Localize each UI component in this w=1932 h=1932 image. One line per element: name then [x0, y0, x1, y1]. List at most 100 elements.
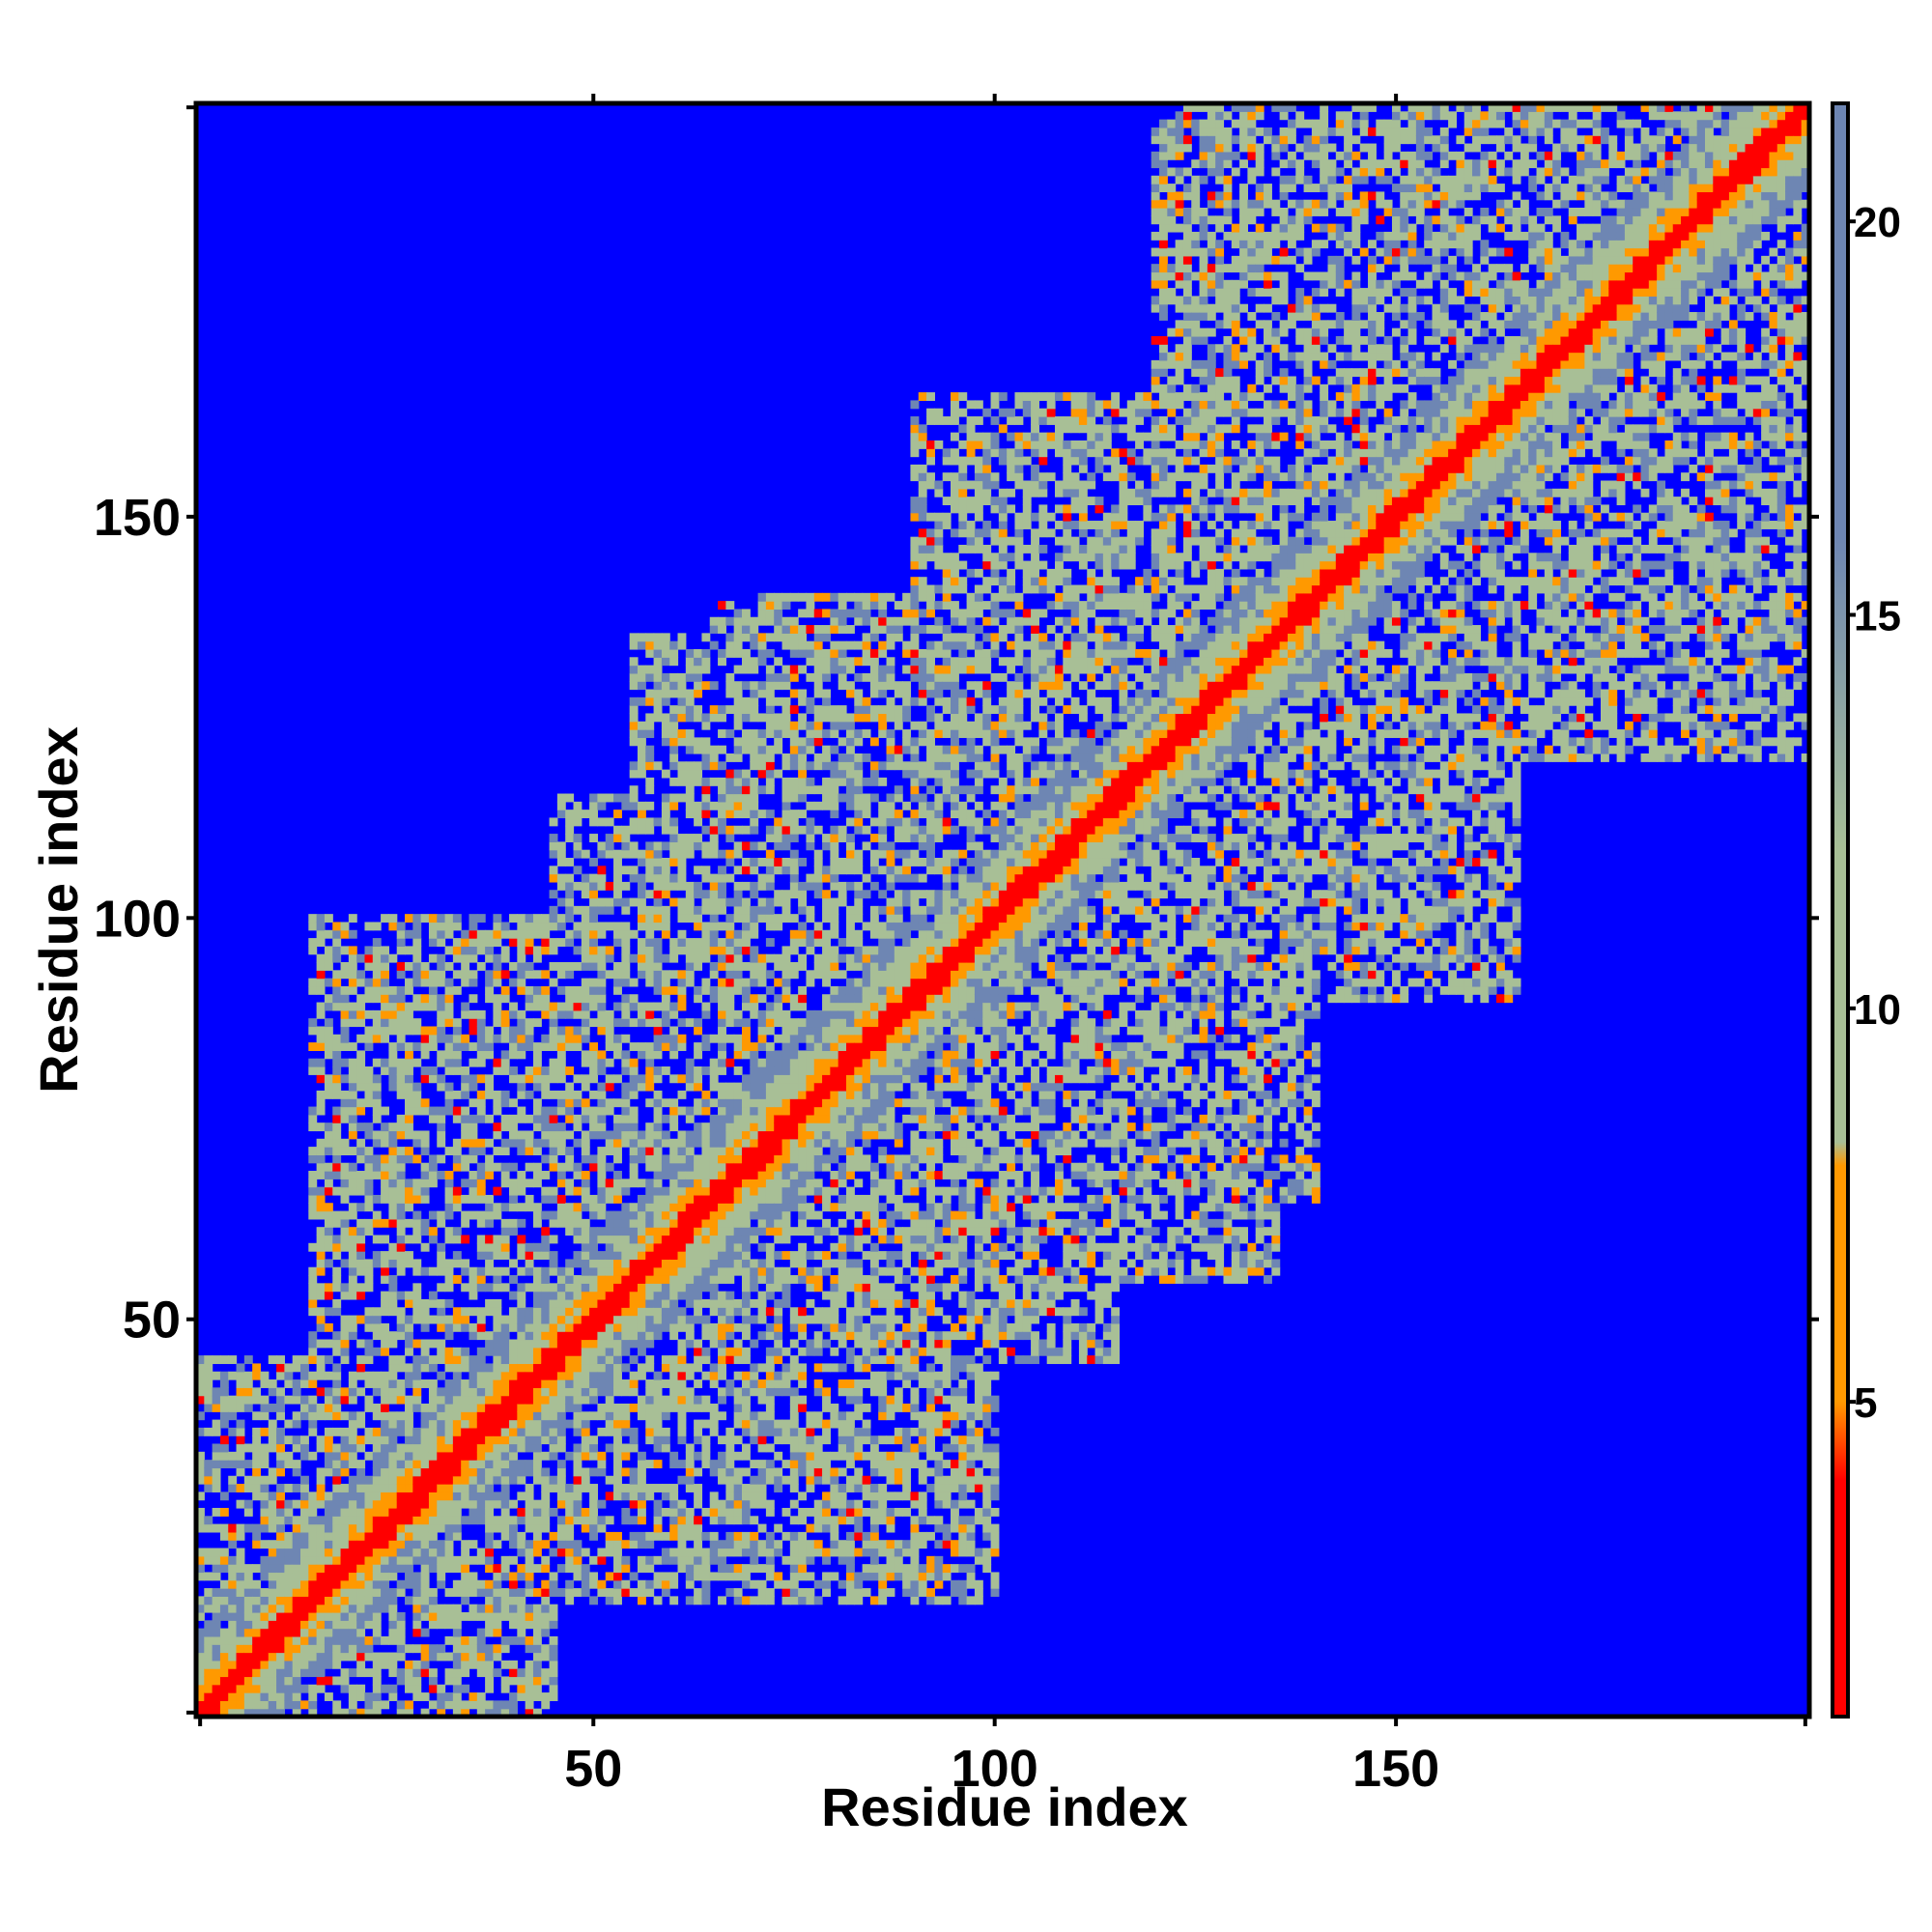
heatmap-cell	[597, 1323, 606, 1332]
heatmap-cell	[429, 1685, 438, 1693]
heatmap-cell	[421, 970, 430, 979]
heatmap-cell	[461, 962, 469, 971]
heatmap-cell	[364, 994, 373, 1003]
heatmap-cell	[630, 1243, 639, 1252]
heatmap-cell	[734, 1163, 743, 1172]
heatmap-cell	[421, 1500, 430, 1509]
heatmap-cell	[260, 1508, 269, 1517]
heatmap-cell	[228, 1580, 237, 1589]
heatmap-cell	[461, 1396, 469, 1405]
heatmap-cell	[766, 1411, 775, 1420]
heatmap-cell	[469, 946, 477, 954]
heatmap-cell	[645, 1404, 654, 1412]
heatmap-cell	[621, 1363, 630, 1372]
heatmap-cell	[710, 1195, 719, 1204]
heatmap-cell	[557, 1066, 566, 1075]
heatmap-cell	[606, 1588, 614, 1597]
heatmap-cell	[437, 1467, 445, 1476]
heatmap-cell	[654, 1435, 663, 1444]
heatmap-cell	[332, 1532, 341, 1541]
heatmap-cell	[421, 914, 430, 923]
heatmap-cell	[725, 1091, 734, 1099]
heatmap-cell	[589, 1556, 598, 1565]
heatmap-cell	[469, 1122, 477, 1131]
heatmap-cell	[533, 1420, 542, 1429]
heatmap-cell	[766, 1323, 775, 1332]
heatmap-cell	[589, 1500, 598, 1509]
heatmap-cell	[574, 1010, 582, 1019]
heatmap-cell	[364, 1580, 373, 1589]
heatmap-cell	[445, 1316, 454, 1324]
heatmap-cell	[517, 1074, 526, 1083]
heatmap-cell	[669, 1195, 678, 1204]
heatmap-cell	[645, 1428, 654, 1436]
heatmap-cell	[597, 1387, 606, 1396]
heatmap-cell	[220, 1629, 229, 1637]
heatmap-cell	[678, 874, 687, 883]
heatmap-cell	[621, 1467, 630, 1476]
heatmap-cell	[220, 1580, 229, 1589]
heatmap-cell	[742, 625, 751, 634]
heatmap-cell	[645, 1243, 654, 1252]
heatmap-cell	[686, 1363, 695, 1372]
heatmap-cell	[669, 794, 678, 803]
heatmap-cell	[701, 1572, 710, 1580]
heatmap-cell	[582, 1355, 590, 1364]
heatmap-cell	[654, 1026, 663, 1035]
heatmap-cell	[381, 1059, 389, 1067]
heatmap-cell	[654, 1195, 663, 1204]
heatmap-cell	[662, 1211, 670, 1220]
heatmap-cell	[397, 1532, 406, 1541]
heatmap-cell	[613, 1355, 622, 1364]
heatmap-cell	[565, 1348, 574, 1356]
heatmap-cell	[589, 1050, 598, 1059]
heatmap-cell	[582, 954, 590, 963]
heatmap-cell	[630, 1387, 639, 1396]
heatmap-cell	[269, 1661, 277, 1669]
heatmap-cell	[356, 1596, 365, 1605]
heatmap-cell	[597, 1372, 606, 1380]
heatmap-cell	[469, 1588, 477, 1597]
heatmap-cell	[742, 657, 751, 666]
heatmap-cell	[284, 1676, 293, 1685]
heatmap-cell	[654, 1460, 663, 1468]
heatmap-cell	[220, 1492, 229, 1500]
heatmap-cell	[662, 970, 670, 979]
heatmap-cell	[750, 1267, 758, 1276]
heatmap-cell	[429, 1556, 438, 1565]
heatmap-cell	[565, 1387, 574, 1396]
heatmap-cell	[550, 1267, 558, 1276]
heatmap-cell	[381, 1066, 389, 1075]
heatmap-cell	[742, 938, 751, 947]
heatmap-cell	[574, 1299, 582, 1308]
heatmap-cell	[597, 850, 606, 859]
heatmap-cell	[574, 1074, 582, 1083]
heatmap-cell	[662, 906, 670, 915]
heatmap-cell	[252, 1588, 261, 1597]
heatmap-cell	[694, 841, 702, 850]
heatmap-cell	[501, 1098, 510, 1107]
heatmap-cell	[541, 1154, 550, 1163]
heatmap-cell	[276, 1467, 285, 1476]
heatmap-cell	[445, 994, 454, 1003]
heatmap-cell	[509, 1050, 518, 1059]
heatmap-cell	[694, 1467, 702, 1476]
heatmap-cell	[694, 1018, 702, 1027]
heatmap-cell	[453, 1516, 462, 1524]
heatmap-cell	[766, 1564, 775, 1573]
heatmap-cell	[582, 1292, 590, 1300]
heatmap-cell	[725, 1098, 734, 1107]
heatmap-cell	[550, 1676, 558, 1685]
heatmap-cell	[758, 657, 767, 666]
heatmap-cell	[613, 1154, 622, 1163]
heatmap-cell	[638, 1235, 646, 1243]
heatmap-cell	[325, 1644, 333, 1653]
heatmap-cell	[574, 1467, 582, 1476]
heatmap-cell	[341, 1323, 350, 1332]
heatmap-cell	[509, 1556, 518, 1565]
heatmap-cell	[582, 1588, 590, 1597]
heatmap-cell	[710, 1540, 719, 1548]
heatmap-cell	[469, 1115, 477, 1123]
heatmap-cell	[237, 1420, 245, 1429]
heatmap-cell	[669, 713, 678, 722]
